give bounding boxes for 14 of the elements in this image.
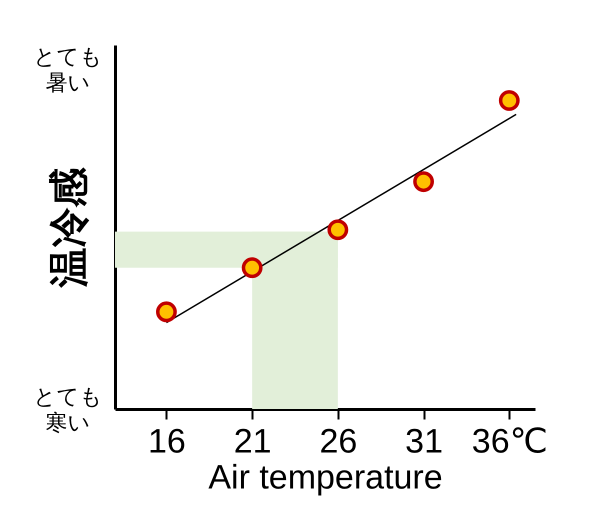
text: とても寒い: [34, 384, 102, 435]
text: とても暑い: [34, 44, 102, 95]
point: [413, 171, 434, 192]
x-axis-title: Air temperature: [208, 458, 443, 496]
x-tick-label: 16: [148, 422, 186, 460]
point: [242, 257, 263, 278]
x-tick-label: 31: [405, 422, 443, 460]
point: [327, 219, 348, 240]
x-tick-label: 26: [319, 422, 358, 460]
x-tick-label: 36℃: [472, 422, 548, 460]
y-axis-title: 温冷感: [48, 166, 92, 288]
point: [498, 90, 520, 111]
point: [156, 301, 177, 322]
x-tick-label: 21: [234, 422, 272, 460]
